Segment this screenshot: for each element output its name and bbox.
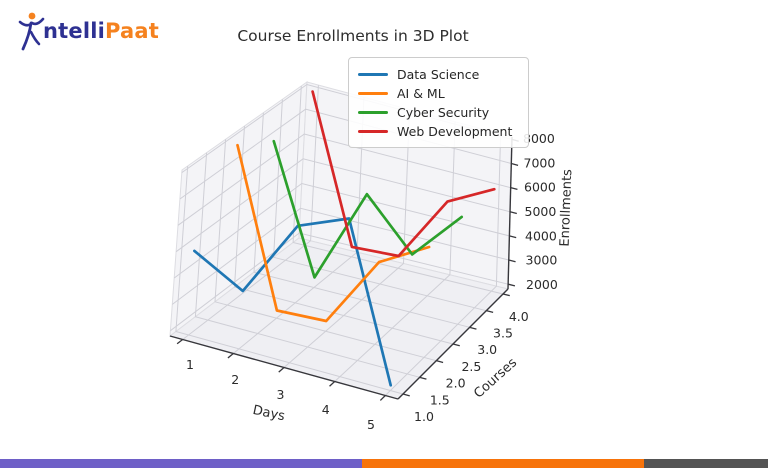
grid-line	[170, 232, 509, 332]
y-tick-label: 3.0	[477, 342, 497, 357]
legend-line-swatch	[358, 130, 388, 133]
z-tick-mark	[509, 235, 517, 239]
z-axis-title: Enrollments	[558, 169, 576, 247]
y-tick-mark	[486, 310, 494, 314]
grid-line	[177, 133, 511, 226]
x-tick-label: 1	[186, 357, 194, 372]
grid-line	[172, 207, 509, 305]
y-tick-label: 2.5	[461, 359, 481, 374]
footer-accent-bars	[0, 459, 768, 468]
intellipaat-logo: ntelliPaat	[16, 10, 159, 54]
legend-item-cyber-security: Cyber Security	[358, 103, 520, 122]
x-tick-label: 5	[367, 417, 375, 432]
series-line-web-development	[311, 90, 496, 258]
legend-label: Cyber Security	[397, 105, 490, 120]
z-tick-mark	[509, 211, 517, 215]
legend-line-swatch	[358, 73, 388, 76]
z-tick-label: 8000	[523, 131, 555, 146]
grid-line	[175, 158, 511, 253]
z-tick-mark	[511, 162, 519, 166]
y-tick-mark	[452, 343, 460, 347]
x-tick-mark	[227, 352, 234, 359]
y-tick-mark	[402, 393, 410, 397]
z-tick-label: 3000	[526, 253, 558, 268]
z-tick-mark	[508, 259, 516, 263]
y-tick-label: 1.0	[414, 409, 434, 424]
legend-label: Data Science	[397, 67, 480, 82]
x-tick-mark	[379, 395, 386, 401]
z-tick-label: 2000	[526, 277, 558, 292]
x-axis-title: Days	[251, 403, 286, 424]
logo-text-intelli: ntelli	[43, 19, 106, 43]
footer-bar-purple	[0, 459, 362, 468]
legend-item-data-science: Data Science	[358, 65, 520, 84]
chart-title: Course Enrollments in 3D Plot	[237, 27, 469, 45]
y-tick-label: 2.0	[446, 376, 466, 391]
z-tick-label: 6000	[524, 180, 556, 195]
legend-line-swatch	[358, 92, 388, 95]
legend-line-swatch	[358, 111, 388, 114]
y-tick-mark	[502, 293, 510, 297]
x-tick-mark	[176, 338, 184, 345]
z-tick-mark	[510, 187, 518, 191]
legend-item-web-development: Web Development	[358, 122, 520, 141]
z-tick-label: 4000	[525, 228, 557, 243]
y-tick-label: 3.5	[493, 326, 513, 341]
legend-label: Web Development	[397, 124, 513, 139]
x-tick-label: 2	[231, 372, 239, 387]
legend-label: AI & ML	[397, 86, 445, 101]
chart-legend: Data Science AI & ML Cyber Security Web Dev…	[348, 57, 529, 148]
y-tick-mark	[469, 326, 477, 330]
z-axis-spine	[507, 136, 513, 290]
footer-bar-gray	[644, 459, 768, 468]
logo-text-paat: Paat	[105, 19, 160, 43]
y-tick-mark	[419, 376, 427, 380]
x-tick-label: 4	[322, 402, 330, 417]
footer-bar-orange	[362, 459, 644, 468]
intellipaat-person-icon	[18, 12, 45, 51]
y-tick-label: 1.5	[430, 392, 450, 407]
x-tick-label: 3	[277, 387, 285, 402]
x-tick-mark	[329, 381, 336, 387]
y-tick-mark	[436, 360, 444, 364]
y-tick-label: 4.0	[509, 309, 529, 324]
x-tick-mark	[278, 367, 285, 373]
grid-line	[173, 182, 510, 279]
logo-wordmark: ntelliPaat	[43, 19, 159, 43]
series-line-ai-ml	[236, 143, 431, 323]
series-line-cyber-security	[272, 139, 464, 279]
legend-item-ai-ml: AI & ML	[358, 84, 520, 103]
z-tick-mark	[507, 283, 516, 287]
z-tick-label: 5000	[525, 204, 557, 219]
z-tick-label: 7000	[524, 155, 556, 170]
